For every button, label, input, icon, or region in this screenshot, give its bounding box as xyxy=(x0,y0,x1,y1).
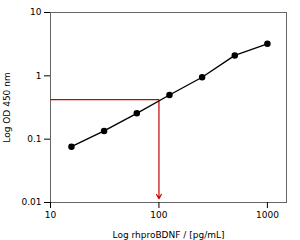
svg-text:100: 100 xyxy=(150,210,167,220)
svg-text:1: 1 xyxy=(36,71,42,81)
svg-text:10: 10 xyxy=(30,7,42,17)
svg-text:0.1: 0.1 xyxy=(27,134,41,144)
svg-text:0.01: 0.01 xyxy=(21,197,41,207)
svg-text:Log rhproBDNF / [pg/mL]: Log rhproBDNF / [pg/mL] xyxy=(113,230,225,240)
svg-text:10: 10 xyxy=(45,210,57,220)
svg-text:1000: 1000 xyxy=(256,210,279,220)
svg-text:Log OD 450 nm: Log OD 450 nm xyxy=(2,72,12,142)
